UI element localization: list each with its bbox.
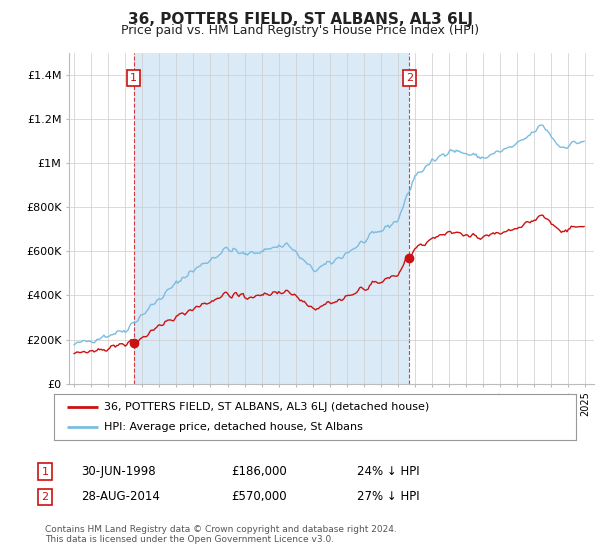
Text: Price paid vs. HM Land Registry's House Price Index (HPI): Price paid vs. HM Land Registry's House …: [121, 24, 479, 36]
Text: Contains HM Land Registry data © Crown copyright and database right 2024.
This d: Contains HM Land Registry data © Crown c…: [45, 525, 397, 544]
Text: £570,000: £570,000: [231, 490, 287, 503]
Text: 30-JUN-1998: 30-JUN-1998: [81, 465, 155, 478]
Text: 36, POTTERS FIELD, ST ALBANS, AL3 6LJ: 36, POTTERS FIELD, ST ALBANS, AL3 6LJ: [128, 12, 473, 27]
Text: 36, POTTERS FIELD, ST ALBANS, AL3 6LJ (detached house): 36, POTTERS FIELD, ST ALBANS, AL3 6LJ (d…: [104, 402, 429, 412]
Text: 2: 2: [41, 492, 49, 502]
Text: £186,000: £186,000: [231, 465, 287, 478]
Text: 27% ↓ HPI: 27% ↓ HPI: [357, 490, 419, 503]
Text: 1: 1: [41, 466, 49, 477]
Text: 2: 2: [406, 73, 413, 83]
Text: 28-AUG-2014: 28-AUG-2014: [81, 490, 160, 503]
Text: 1: 1: [130, 73, 137, 83]
Text: HPI: Average price, detached house, St Albans: HPI: Average price, detached house, St A…: [104, 422, 362, 432]
Bar: [134, 53, 409, 384]
Text: 24% ↓ HPI: 24% ↓ HPI: [357, 465, 419, 478]
